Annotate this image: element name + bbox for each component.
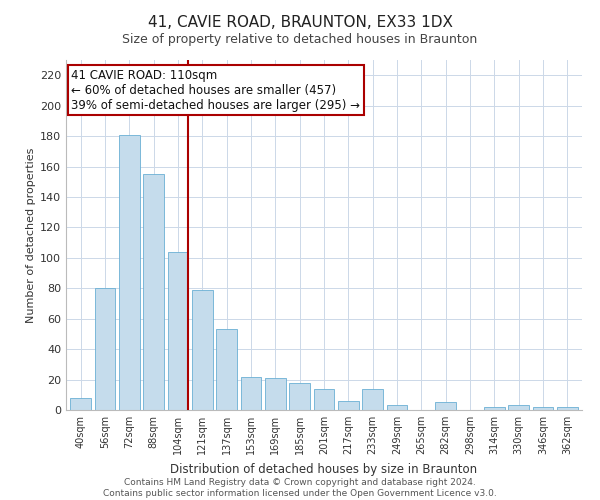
Bar — [167, 252, 188, 410]
Bar — [484, 407, 505, 410]
Bar — [119, 134, 140, 410]
Bar — [314, 388, 334, 410]
Bar — [533, 407, 553, 410]
Bar — [362, 388, 383, 410]
Bar — [70, 398, 91, 410]
Bar — [265, 378, 286, 410]
Bar — [386, 406, 407, 410]
Text: Size of property relative to detached houses in Braunton: Size of property relative to detached ho… — [122, 32, 478, 46]
Bar — [192, 290, 212, 410]
Bar — [216, 330, 237, 410]
Bar — [241, 376, 262, 410]
X-axis label: Distribution of detached houses by size in Braunton: Distribution of detached houses by size … — [170, 462, 478, 475]
Bar — [508, 406, 529, 410]
Bar — [289, 382, 310, 410]
Y-axis label: Number of detached properties: Number of detached properties — [26, 148, 36, 322]
Bar — [338, 401, 359, 410]
Bar — [95, 288, 115, 410]
Bar — [557, 407, 578, 410]
Bar — [143, 174, 164, 410]
Text: 41, CAVIE ROAD, BRAUNTON, EX33 1DX: 41, CAVIE ROAD, BRAUNTON, EX33 1DX — [148, 15, 452, 30]
Text: Contains HM Land Registry data © Crown copyright and database right 2024.
Contai: Contains HM Land Registry data © Crown c… — [103, 478, 497, 498]
Text: 41 CAVIE ROAD: 110sqm
← 60% of detached houses are smaller (457)
39% of semi-det: 41 CAVIE ROAD: 110sqm ← 60% of detached … — [71, 69, 360, 112]
Bar — [436, 402, 456, 410]
